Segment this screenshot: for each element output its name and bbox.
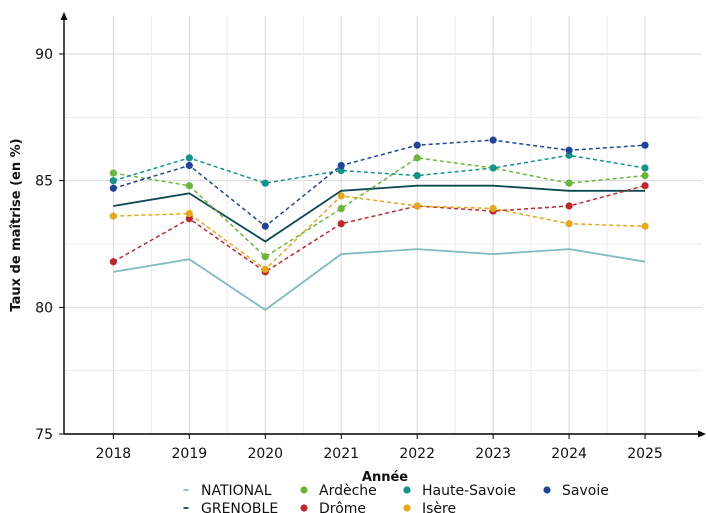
x-tick-label: 2023 bbox=[475, 446, 511, 462]
data-point-ardeche bbox=[261, 253, 269, 261]
series-line-isere bbox=[113, 195, 646, 271]
legend-item: Drôme bbox=[300, 501, 366, 513]
data-point-ardeche bbox=[413, 154, 421, 162]
data-point-isere bbox=[565, 220, 573, 228]
data-point-savoie bbox=[109, 184, 117, 192]
legend: NATIONAL GRENOBLE Ardèche Drôme Haute-Savoie… bbox=[183, 483, 609, 513]
legend-label: Ardèche bbox=[319, 483, 377, 499]
x-tick-label: 2024 bbox=[551, 446, 587, 462]
data-point-haute-savoie bbox=[261, 179, 269, 187]
legend-label: NATIONAL bbox=[201, 483, 272, 499]
data-point-haute-savoie bbox=[337, 166, 345, 175]
axes bbox=[60, 12, 706, 438]
legend-item: Savoie bbox=[543, 483, 609, 499]
data-point-haute-savoie bbox=[109, 177, 117, 185]
legend-label: GRENOBLE bbox=[201, 501, 278, 513]
data-point-savoie bbox=[489, 136, 497, 144]
y-axis-arrow bbox=[60, 12, 68, 20]
series-points bbox=[109, 136, 649, 276]
y-tick-label: 90 bbox=[35, 47, 53, 63]
series-lines bbox=[113, 139, 646, 311]
data-point-ardeche bbox=[337, 204, 345, 213]
x-tick-label: 2022 bbox=[399, 446, 435, 462]
y-tick-label: 75 bbox=[35, 427, 53, 443]
data-point-isere bbox=[261, 265, 269, 273]
data-point-drome bbox=[641, 182, 649, 190]
data-point-haute-savoie bbox=[185, 154, 193, 162]
legend-marker bbox=[543, 486, 551, 494]
legend-item: Ardèche bbox=[300, 483, 377, 499]
legend-marker bbox=[300, 504, 308, 512]
data-point-isere bbox=[641, 222, 649, 230]
data-point-drome bbox=[109, 258, 117, 266]
x-tick-label: 2020 bbox=[247, 446, 283, 462]
data-point-isere bbox=[185, 210, 193, 218]
data-point-haute-savoie bbox=[641, 164, 649, 172]
legend-marker bbox=[403, 504, 411, 512]
legend-label: Drôme bbox=[319, 501, 366, 513]
gridlines bbox=[64, 16, 702, 435]
data-point-isere bbox=[109, 212, 117, 220]
legend-item: Isère bbox=[403, 501, 456, 513]
x-tick-label: 2025 bbox=[627, 446, 663, 462]
series-line-ardeche bbox=[113, 157, 646, 258]
y-axis-title: Taux de maîtrise (en %) bbox=[9, 138, 24, 311]
legend-item: Haute-Savoie bbox=[403, 483, 516, 499]
series-line-national bbox=[113, 248, 646, 311]
legend-label: Isère bbox=[422, 501, 456, 513]
data-point-savoie bbox=[261, 222, 269, 230]
x-tick-label: 2021 bbox=[323, 446, 359, 462]
data-point-drome bbox=[337, 220, 345, 228]
x-tick-label: 2019 bbox=[172, 446, 208, 462]
data-point-isere bbox=[337, 192, 345, 200]
legend-marker bbox=[403, 486, 411, 494]
legend-marker bbox=[300, 486, 308, 494]
data-point-ardeche bbox=[641, 172, 649, 180]
data-point-isere bbox=[489, 204, 497, 213]
y-tick-label: 80 bbox=[35, 300, 53, 316]
data-point-drome bbox=[185, 215, 193, 223]
data-point-haute-savoie bbox=[565, 151, 573, 159]
data-point-haute-savoie bbox=[413, 172, 421, 180]
data-point-savoie bbox=[565, 146, 573, 154]
data-point-savoie bbox=[641, 141, 649, 149]
legend-label: Haute-Savoie bbox=[422, 483, 516, 499]
legend-item: GRENOBLE bbox=[183, 501, 278, 513]
x-axis-arrow bbox=[698, 430, 706, 438]
data-point-savoie bbox=[413, 141, 421, 149]
x-tick-label: 2018 bbox=[96, 446, 132, 462]
legend-item: NATIONAL bbox=[183, 483, 272, 499]
series-line-savoie bbox=[113, 139, 646, 228]
data-point-ardeche bbox=[565, 179, 573, 187]
data-point-isere bbox=[413, 202, 421, 210]
legend-label: Savoie bbox=[562, 483, 609, 499]
series-line-haute-savoie bbox=[113, 154, 646, 184]
series-line-grenoble bbox=[113, 184, 645, 243]
x-axis-title: Année bbox=[362, 470, 408, 485]
series-line-drome bbox=[113, 184, 646, 273]
data-point-ardeche bbox=[185, 182, 193, 190]
data-point-drome bbox=[565, 202, 573, 210]
data-point-savoie bbox=[337, 161, 345, 170]
data-point-savoie bbox=[185, 161, 193, 170]
ticks: 75 80 85 90 2018 2019 2020 2021 2022 2023 2024 2025 bbox=[35, 47, 663, 462]
y-tick-label: 85 bbox=[35, 174, 53, 190]
data-point-haute-savoie bbox=[489, 164, 497, 172]
data-point-ardeche bbox=[109, 169, 117, 177]
